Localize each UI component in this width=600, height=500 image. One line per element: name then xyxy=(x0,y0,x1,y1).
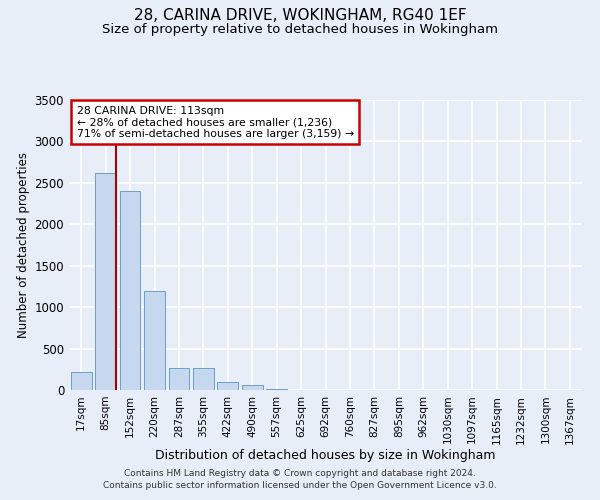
Bar xyxy=(169,368,190,390)
Bar xyxy=(95,173,116,390)
Bar xyxy=(71,372,92,390)
Text: Size of property relative to detached houses in Wokingham: Size of property relative to detached ho… xyxy=(102,22,498,36)
Bar xyxy=(193,368,214,390)
Text: Contains HM Land Registry data © Crown copyright and database right 2024.: Contains HM Land Registry data © Crown c… xyxy=(124,468,476,477)
Bar xyxy=(119,191,140,390)
Text: Contains public sector information licensed under the Open Government Licence v3: Contains public sector information licen… xyxy=(103,481,497,490)
Bar xyxy=(217,382,238,390)
Bar xyxy=(266,388,287,390)
Y-axis label: Number of detached properties: Number of detached properties xyxy=(17,152,31,338)
Bar xyxy=(144,290,165,390)
Bar xyxy=(242,385,263,390)
Text: 28 CARINA DRIVE: 113sqm
← 28% of detached houses are smaller (1,236)
71% of semi: 28 CARINA DRIVE: 113sqm ← 28% of detache… xyxy=(77,106,354,139)
X-axis label: Distribution of detached houses by size in Wokingham: Distribution of detached houses by size … xyxy=(155,449,496,462)
Text: 28, CARINA DRIVE, WOKINGHAM, RG40 1EF: 28, CARINA DRIVE, WOKINGHAM, RG40 1EF xyxy=(134,8,466,22)
